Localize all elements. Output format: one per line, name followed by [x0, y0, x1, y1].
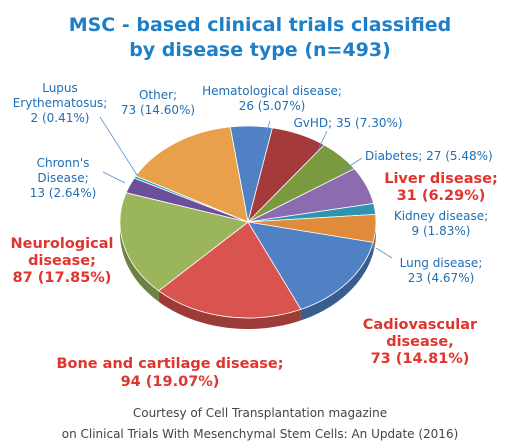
pie-side-7 — [158, 290, 301, 329]
leader-line — [341, 157, 363, 172]
slice-label-bone-and-cartilage-disease-line: Bone and cartilage disease; — [56, 356, 283, 372]
pie-side-6 — [300, 242, 374, 321]
slice-label-gvhd: GvHD; 35 (7.30%) — [293, 116, 402, 130]
caption-line-1: Courtesy of Cell Transplantation magazin… — [133, 406, 387, 420]
slice-label-lung-disease-line: Lung disease; — [400, 256, 483, 270]
slice-label-neurological-disease-line: Neurological — [10, 236, 113, 252]
slice-label-lupus-erythematosus: Lupus Erythematosus; 2 (0.41%) — [13, 81, 108, 125]
slice-label-lung-disease-line: 23 (4.67%) — [408, 271, 475, 285]
chart-title-line: by disease type (n=493) — [129, 39, 391, 61]
leader-line — [317, 130, 328, 151]
slice-label-chronn-s-disease-line: Disease; — [37, 171, 88, 185]
slice-label-hematological-disease-line: 26 (5.07%) — [239, 99, 306, 113]
slice-label-gvhd-line: GvHD; 35 (7.30%) — [293, 116, 402, 130]
slice-label-chronn-s-disease-line: 13 (2.64%) — [30, 186, 97, 200]
chart-title-line: MSC - based clinical trials classified — [69, 14, 452, 36]
slice-label-liver-disease-line: Liver disease; — [384, 171, 498, 187]
slice-label-liver-disease: Liver disease; 31 (6.29%) — [384, 171, 498, 204]
slice-label-lupus-erythematosus-line: Erythematosus; — [13, 96, 108, 110]
slice-label-hematological-disease-line: Hematological disease; — [202, 84, 342, 98]
slice-label-other: Other; 73 (14.60%) — [121, 88, 195, 117]
slice-label-cadiovascular-disease-line: disease, — [386, 334, 454, 350]
pie-side-8 — [120, 218, 159, 302]
pie-slice-neurological-disease — [119, 192, 249, 292]
pie-sides — [120, 217, 376, 329]
slice-label-bone-and-cartilage-disease: Bone and cartilage disease; 94 (19.07%) — [56, 356, 283, 390]
slice-label-chronn-s-disease-line: Chronn's — [37, 156, 90, 170]
slice-label-lupus-erythematosus-line: 2 (0.41%) — [31, 111, 90, 125]
pie-labels — [99, 116, 393, 259]
slice-label-neurological-disease-line: 87 (17.85%) — [13, 270, 112, 286]
caption-line-2: on Clinical Trials With Mesenchymal Stem… — [62, 427, 459, 441]
slice-label-diabetes: Diabetes; 27 (5.48%) — [365, 149, 493, 163]
slice-label-cadiovascular-disease-line: 73 (14.81%) — [371, 351, 470, 367]
slice-label-lung-disease: Lung disease; 23 (4.67%) — [400, 256, 483, 285]
pie-slice-bone-and-cartilage-disease — [158, 221, 302, 319]
slice-label-other-line: 73 (14.60%) — [121, 103, 195, 117]
leader-line — [102, 171, 126, 184]
slice-label-bone-and-cartilage-disease-line: 94 (19.07%) — [121, 374, 220, 390]
slice-label-cadiovascular-disease-line: Cadiovascular — [363, 317, 478, 333]
pie-slices — [119, 125, 377, 319]
slice-label-hematological-disease: Hematological disease; 26 (5.07%) — [202, 84, 342, 113]
chart-title: MSC - based clinical trials classified by… — [69, 14, 452, 61]
slice-label-chronn-s-disease: Chronn's Disease; 13 (2.64%) — [30, 156, 97, 200]
pie-slice-cadiovascular-disease — [247, 221, 374, 310]
leader-line — [99, 116, 138, 176]
leader-line — [263, 120, 271, 141]
slice-label-kidney-disease: Kidney disease; 9 (1.83%) — [394, 209, 488, 238]
slice-label-liver-disease-line: 31 (6.29%) — [397, 188, 486, 204]
slice-label-kidney-disease-line: 9 (1.83%) — [412, 224, 471, 238]
leader-line — [375, 247, 393, 259]
slice-label-neurological-disease: Neurological disease; 87 (17.85%) — [10, 236, 113, 286]
slice-label-lupus-erythematosus-line: Lupus — [42, 81, 78, 95]
slice-label-diabetes-line: Diabetes; 27 (5.48%) — [365, 149, 493, 163]
slice-label-kidney-disease-line: Kidney disease; — [394, 209, 488, 223]
slice-label-other-line: Other; — [139, 88, 177, 102]
slice-label-cadiovascular-disease: Cadiovascular disease, 73 (14.81%) — [363, 317, 478, 367]
pie-side-5 — [373, 217, 376, 254]
pie-slice-other — [135, 126, 249, 223]
slice-label-neurological-disease-line: disease; — [28, 253, 96, 269]
